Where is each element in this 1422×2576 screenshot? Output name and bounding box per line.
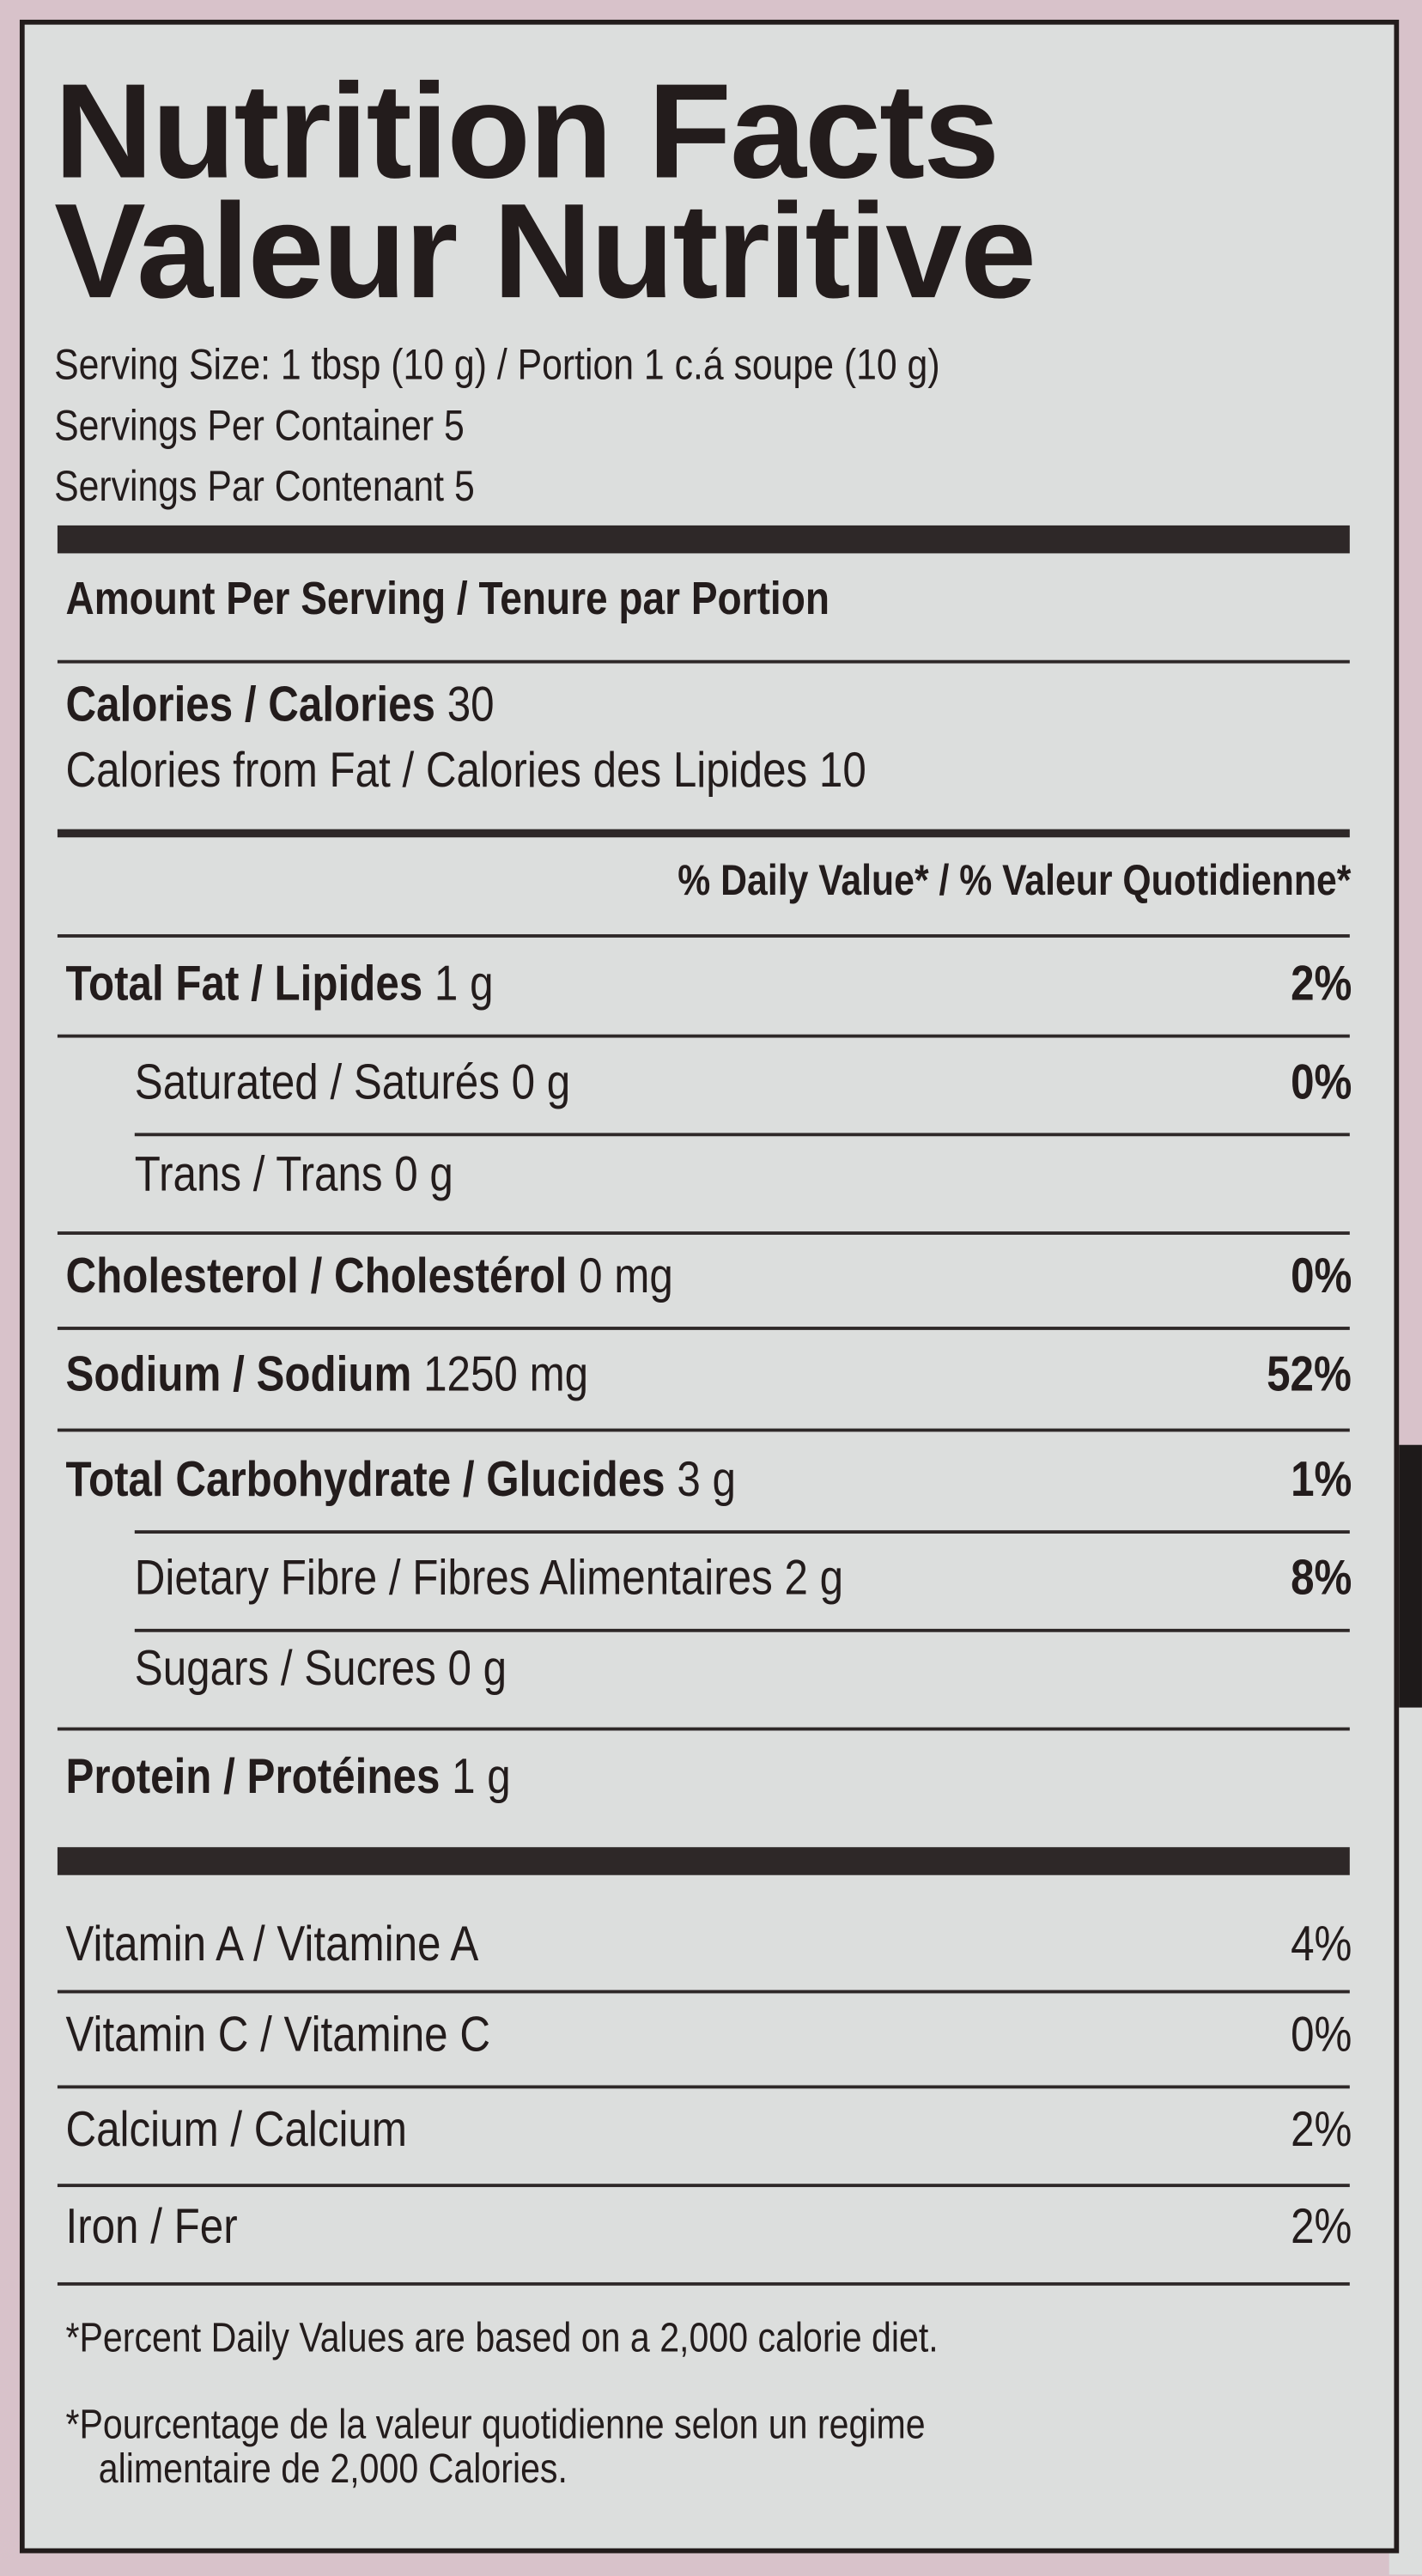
nutrient-label: Trans / Trans 0 g [134, 1147, 453, 1202]
servings-par-contenant: Servings Par Contenant 5 [54, 461, 475, 511]
vitamin-label: Calcium / Calcium [65, 2103, 407, 2158]
nutrient-row: Sugars / Sucres 0 g [134, 1642, 507, 1697]
divider [134, 1628, 1350, 1632]
servings-per-container: Servings Per Container 5 [54, 400, 465, 450]
vitamin-daily-value: 4% [1290, 1917, 1352, 1972]
divider [57, 1990, 1350, 1994]
divider [57, 1034, 1350, 1038]
serving-size: Serving Size: 1 tbsp (10 g) / Portion 1 … [54, 339, 940, 390]
calories-from-fat: Calories from Fat / Calories des Lipides… [65, 744, 866, 799]
nutrient-daily-value: 1% [1290, 1453, 1352, 1508]
divider [134, 1530, 1350, 1534]
nutrition-facts-panel [19, 19, 1400, 2554]
divider [57, 659, 1350, 664]
divider [57, 1231, 1350, 1235]
nutrient-amount: 3 g [677, 1453, 736, 1508]
nutrient-daily-value: 52% [1266, 1347, 1352, 1403]
nutrient-amount: 0 mg [579, 1249, 673, 1304]
title-en: Nutrition Facts [54, 57, 1000, 207]
vitamin-daily-value: 0% [1290, 2008, 1352, 2063]
nutrient-daily-value: 0% [1290, 1055, 1352, 1110]
calories-label: Calories / Calories [65, 677, 436, 732]
divider [57, 1727, 1350, 1731]
vitamin-label: Vitamin C / Vitamine C [65, 2008, 490, 2063]
nutrient-label: Sugars / Sucres 0 g [134, 1642, 507, 1697]
nutrient-daily-value: 8% [1290, 1552, 1352, 1607]
divider [57, 2281, 1350, 2286]
nutrient-row: Trans / Trans 0 g [134, 1147, 453, 1202]
divider [57, 1428, 1350, 1432]
calories-value: 30 [447, 677, 495, 732]
divider [57, 2184, 1350, 2188]
footnote-fr-line1: *Pourcentage de la valeur quotidienne se… [65, 2402, 926, 2449]
divider [57, 934, 1350, 938]
footnote-en: *Percent Daily Values are based on a 2,0… [65, 2315, 939, 2361]
nutrient-label: Cholesterol / Cholestérol [65, 1249, 568, 1304]
nutrient-row: Total Carbohydrate / Glucides 3 g [65, 1453, 736, 1508]
nutrient-row: Cholesterol / Cholestérol 0 mg [65, 1252, 672, 1302]
calories-row: Calories / Calories 30 [65, 681, 494, 731]
nutrient-label: Sodium / Sodium [65, 1347, 412, 1403]
nutrient-row: Total Fat / Lipides 1 g [65, 960, 493, 1010]
footnote-fr-line2: alimentaire de 2,000 Calories. [98, 2446, 568, 2493]
nutrient-label: Protein / Protéines [65, 1750, 441, 1805]
nutrient-row: Sodium / Sodium 1250 mg [65, 1351, 588, 1400]
nutrient-amount: 1 g [452, 1750, 511, 1805]
thick-divider [57, 525, 1350, 554]
nutrient-daily-value: 0% [1290, 1249, 1352, 1304]
nutrient-amount: 1 g [434, 957, 494, 1012]
nutrient-label: Saturated / Saturés 0 g [134, 1055, 571, 1110]
nutrient-row: Dietary Fibre / Fibres Alimentaires 2 g [134, 1552, 844, 1607]
vitamin-daily-value: 2% [1290, 2200, 1352, 2255]
amount-per-serving: Amount Per Serving / Tenure par Portion [65, 573, 830, 624]
daily-value-header: % Daily Value* / % Valeur Quotidienne* [678, 855, 1352, 905]
divider [57, 2085, 1350, 2089]
nutrient-amount: 1250 mg [423, 1347, 589, 1403]
vitamin-daily-value: 2% [1290, 2103, 1352, 2158]
nutrient-row: Saturated / Saturés 0 g [134, 1055, 571, 1110]
nutrient-row: Protein / Protéines 1 g [65, 1753, 510, 1802]
vitamin-label: Vitamin A / Vitamine A [65, 1917, 479, 1972]
thick-divider [57, 1847, 1350, 1875]
vitamin-label: Iron / Fer [65, 2200, 238, 2255]
divider [57, 1327, 1350, 1330]
divider [134, 1133, 1350, 1137]
nutrient-label: Total Fat / Lipides [65, 957, 423, 1012]
nutrient-label: Dietary Fibre / Fibres Alimentaires 2 g [134, 1552, 844, 1607]
medium-divider [57, 829, 1350, 838]
nutrient-daily-value: 2% [1290, 957, 1352, 1012]
nutrient-label: Total Carbohydrate / Glucides [65, 1453, 665, 1508]
title-fr: Valeur Nutritive [54, 177, 1036, 327]
